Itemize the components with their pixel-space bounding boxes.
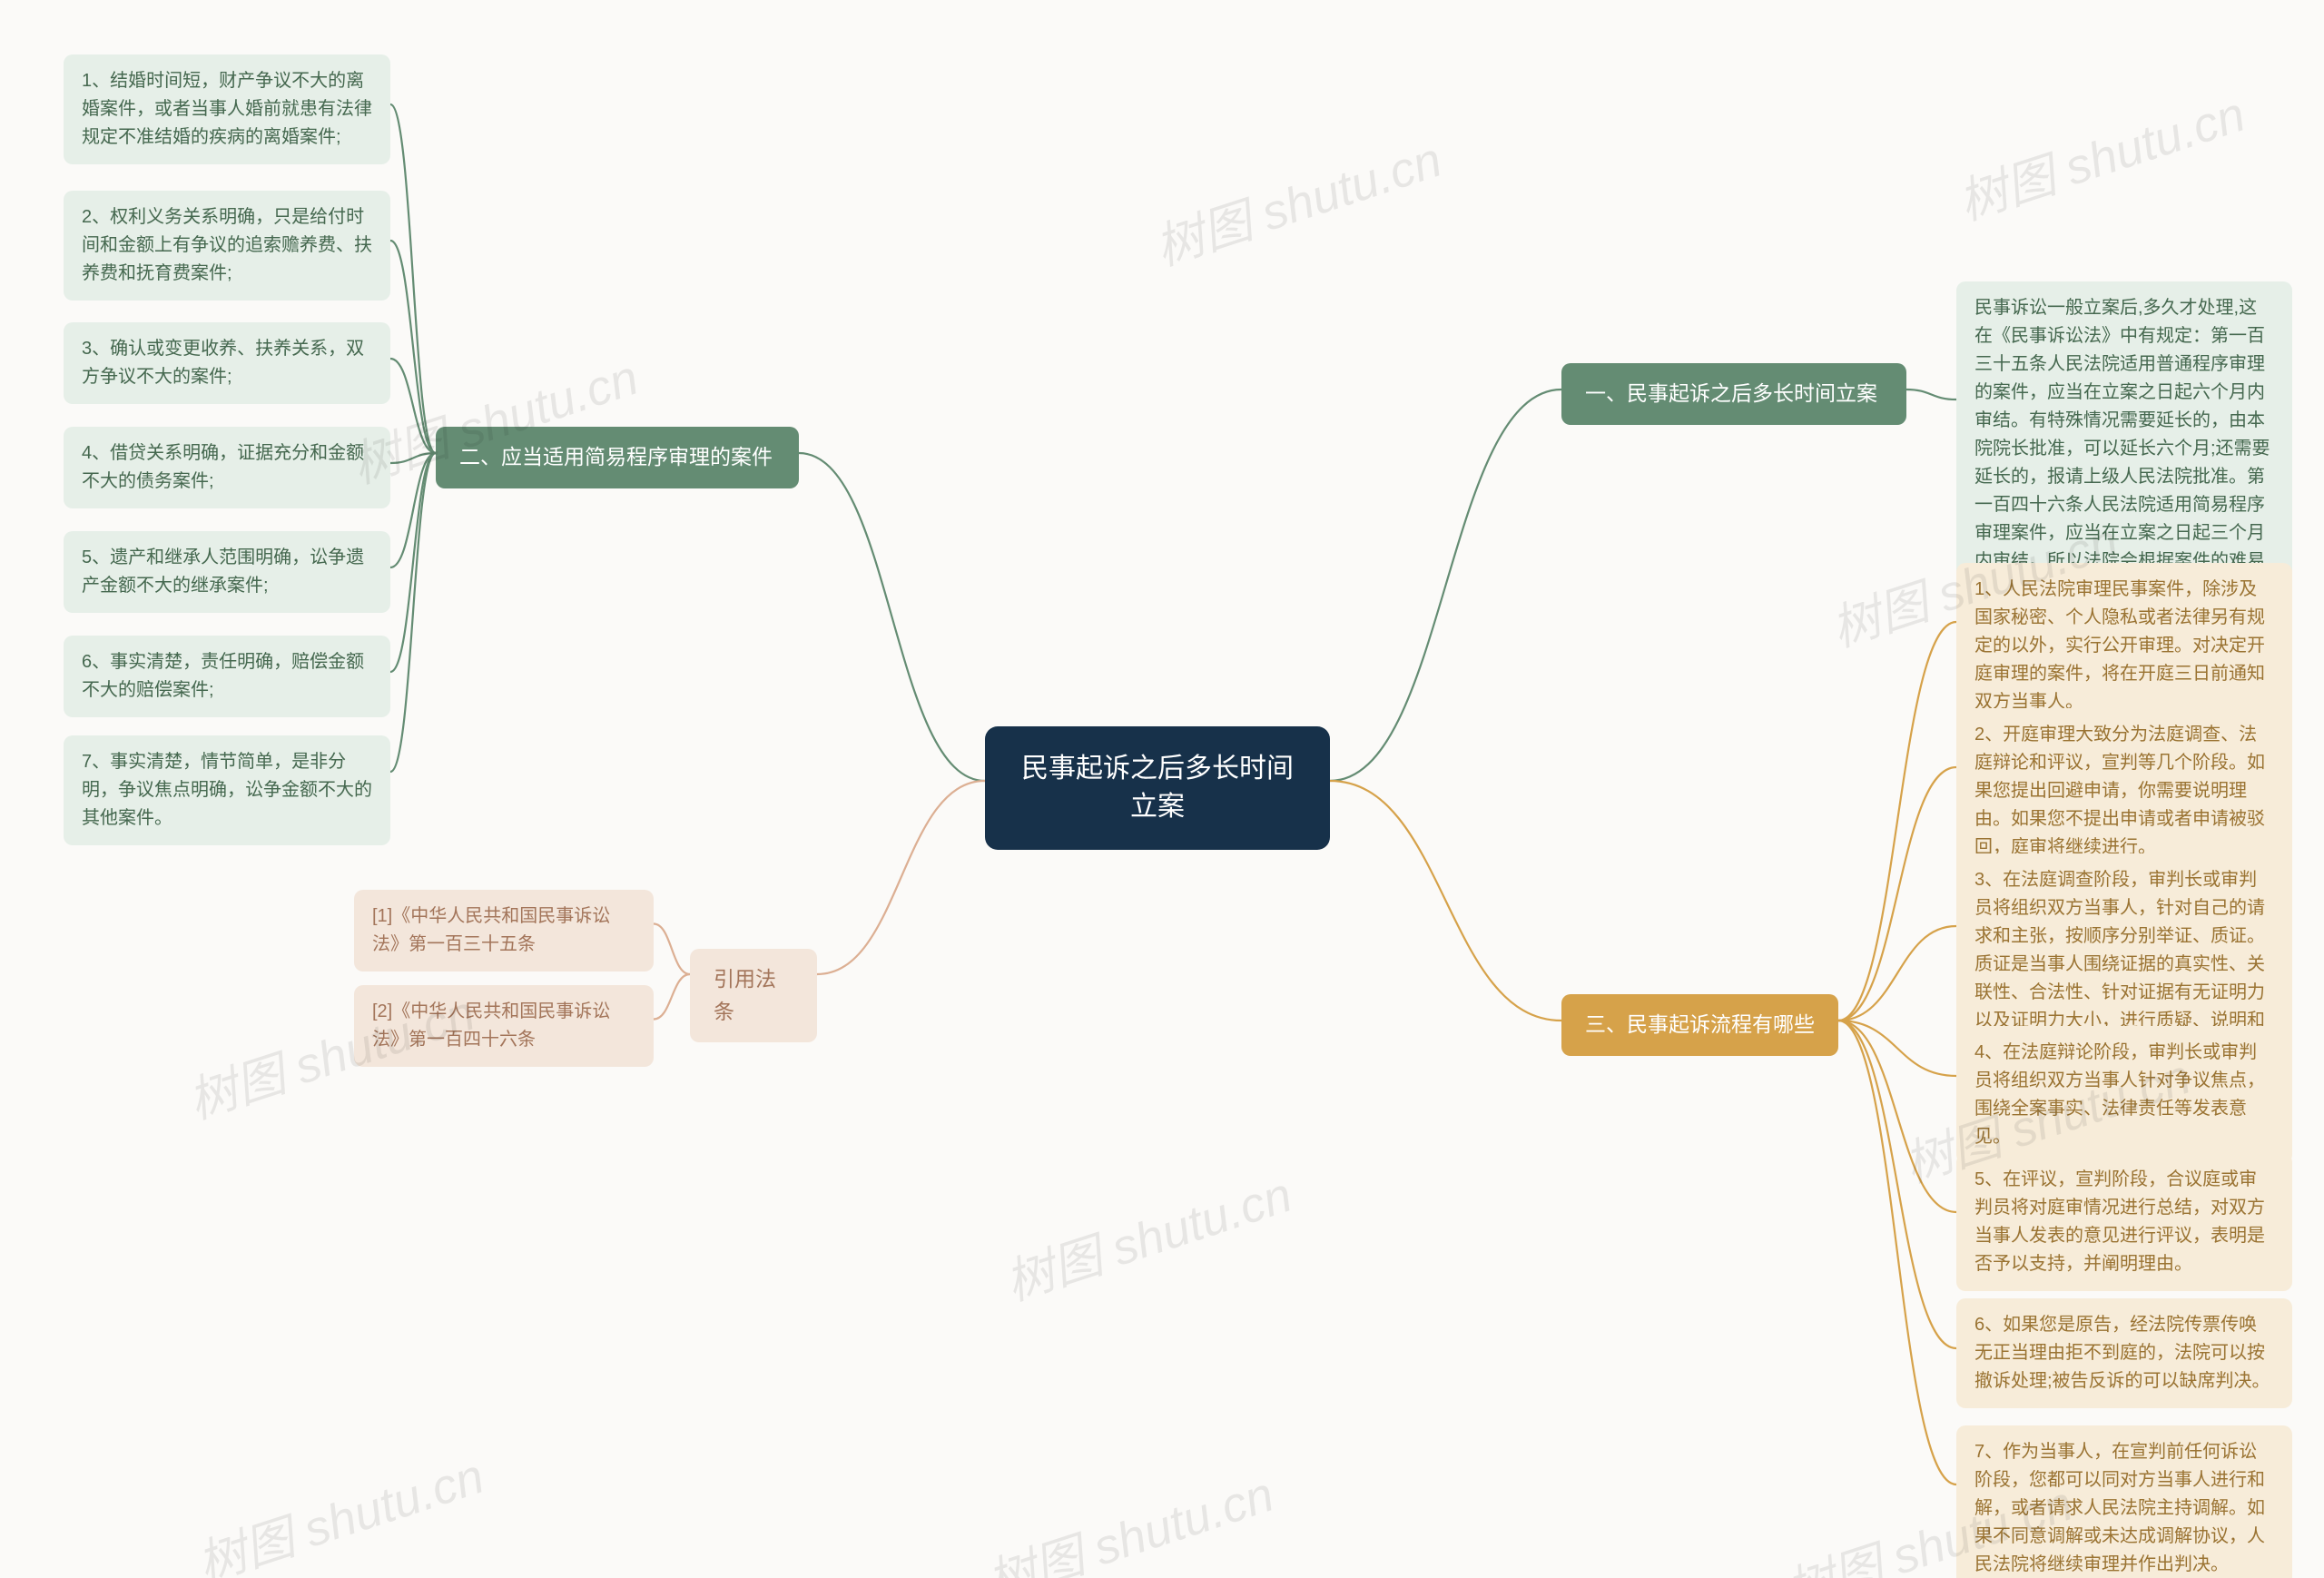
leaf-node: 4、借贷关系明确，证据充分和金额不大的债务案件; (64, 427, 390, 508)
leaf-node: 4、在法庭辩论阶段，审判长或审判员将组织双方当事人针对争议焦点，围绕全案事实、法… (1956, 1026, 2292, 1164)
leaf-node: 5、遗产和继承人范围明确，讼争遗产金额不大的继承案件; (64, 531, 390, 613)
leaf-node: 5、在评议，宣判阶段，合议庭或审判员将对庭审情况进行总结，对双方当事人发表的意见… (1956, 1153, 2292, 1291)
watermark-text: 树图 shutu.cn (977, 1454, 1282, 1578)
watermark-text: 树图 shutu.cn (187, 1435, 492, 1578)
leaf-node: 7、作为当事人，在宣判前任何诉讼阶段，您都可以同对方当事人进行和解，或者请求人民… (1956, 1425, 2292, 1578)
branch-label: 二、应当适用简易程序审理的案件 (459, 445, 773, 468)
branch-label: 三、民事起诉流程有哪些 (1585, 1012, 1815, 1036)
leaf-node: 1、结婚时间短，财产争议不大的离婚案件，或者当事人婚前就患有法律规定不准结婚的疾… (64, 54, 390, 164)
leaf-label: 7、作为当事人，在宣判前任何诉讼阶段，您都可以同对方当事人进行和解，或者请求人民… (1974, 1442, 2265, 1574)
leaf-label: 5、遗产和继承人范围明确，讼争遗产金额不大的继承案件; (82, 547, 364, 596)
leaf-label: 2、权利义务关系明确，只是给付时间和金额上有争议的追索赡养费、扶养费和抚育费案件… (82, 207, 372, 283)
leaf-label: [2]《中华人民共和国民事诉讼法》第一百四十六条 (372, 1001, 610, 1050)
leaf-node: 2、开庭审理大致分为法庭调查、法庭辩论和评议，宣判等几个阶段。如果您提出回避申请… (1956, 708, 2292, 874)
mindmap-canvas: 民事起诉之后多长时间立案 一、民事起诉之后多长时间立案 民事诉讼一般立案后,多久才… (0, 0, 2324, 1578)
leaf-label: [1]《中华人民共和国民事诉讼法》第一百三十五条 (372, 906, 610, 954)
leaf-label: 1、人民法院审理民事案件，除涉及国家秘密、个人隐私或者法律另有规定的以外，实行公… (1974, 579, 2265, 712)
leaf-node: [2]《中华人民共和国民事诉讼法》第一百四十六条 (354, 985, 654, 1067)
leaf-label: 6、如果您是原告，经法院传票传唤无正当理由拒不到庭的，法院可以按撤诉处理;被告反… (1974, 1315, 2270, 1391)
leaf-node: [1]《中华人民共和国民事诉讼法》第一百三十五条 (354, 890, 654, 971)
leaf-label: 7、事实清楚，情节简单，是非分明，争议焦点明确，讼争金额不大的其他案件。 (82, 752, 372, 828)
leaf-label: 1、结婚时间短，财产争议不大的离婚案件，或者当事人婚前就患有法律规定不准结婚的疾… (82, 71, 372, 147)
branch-label: 一、民事起诉之后多长时间立案 (1585, 381, 1877, 405)
leaf-node: 6、如果您是原告，经法院传票传唤无正当理由拒不到庭的，法院可以按撤诉处理;被告反… (1956, 1298, 2292, 1408)
branch-node-b3: 三、民事起诉流程有哪些 (1561, 994, 1838, 1056)
branch-node-b4: 引用法条 (690, 949, 817, 1042)
branch-node-b1: 一、民事起诉之后多长时间立案 (1561, 363, 1906, 425)
leaf-node: 7、事实清楚，情节简单，是非分明，争议焦点明确，讼争金额不大的其他案件。 (64, 735, 390, 845)
watermark-text: 树图 shutu.cn (995, 1154, 1300, 1314)
leaf-label: 民事诉讼一般立案后,多久才处理,这在《民事诉讼法》中有规定：第一百三十五条人民法… (1974, 298, 2270, 599)
leaf-label: 2、开庭审理大致分为法庭调查、法庭辩论和评议，宣判等几个阶段。如果您提出回避申请… (1974, 725, 2265, 857)
leaf-node: 2、权利义务关系明确，只是给付时间和金额上有争议的追索赡养费、扶养费和抚育费案件… (64, 191, 390, 301)
center-label: 民事起诉之后多长时间立案 (1021, 754, 1294, 822)
leaf-node: 1、人民法院审理民事案件，除涉及国家秘密、个人隐私或者法律另有规定的以外，实行公… (1956, 563, 2292, 729)
leaf-label: 3、确认或变更收养、扶养关系，双方争议不大的案件; (82, 339, 364, 387)
leaf-label: 6、事实清楚，责任明确，赔偿金额不大的赔偿案件; (82, 652, 364, 700)
leaf-label: 4、在法庭辩论阶段，审判长或审判员将组织双方当事人针对争议焦点，围绕全案事实、法… (1974, 1042, 2265, 1147)
leaf-node: 6、事实清楚，责任明确，赔偿金额不大的赔偿案件; (64, 636, 390, 717)
leaf-label: 5、在评议，宣判阶段，合议庭或审判员将对庭审情况进行总结，对双方当事人发表的意见… (1974, 1169, 2265, 1274)
leaf-label: 4、借贷关系明确，证据充分和金额不大的债务案件; (82, 443, 364, 491)
watermark-text: 树图 shutu.cn (1145, 119, 1450, 279)
leaf-node: 3、确认或变更收养、扶养关系，双方争议不大的案件; (64, 322, 390, 404)
center-node: 民事起诉之后多长时间立案 (985, 726, 1330, 850)
watermark-text: 树图 shutu.cn (1948, 74, 2253, 233)
branch-node-b2: 二、应当适用简易程序审理的案件 (436, 427, 799, 488)
branch-label: 引用法条 (714, 967, 776, 1023)
